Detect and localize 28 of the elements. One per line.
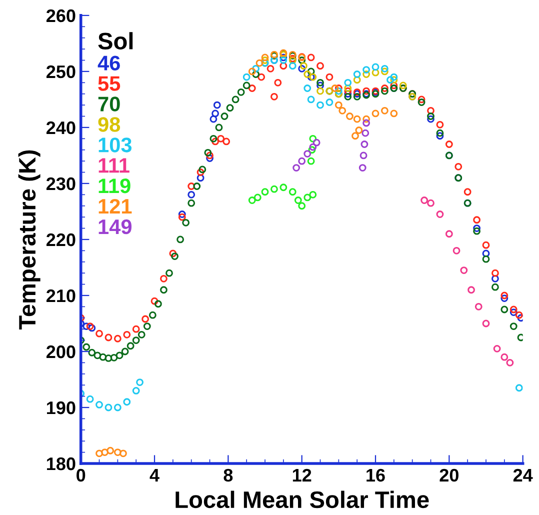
- text: 46: [98, 56, 120, 70]
- y-tick-label: 250: [46, 65, 76, 78]
- y-tick-label: 180: [47, 457, 76, 470]
- x-tick-label: 4: [150, 469, 160, 482]
- text: 149: [98, 219, 132, 234]
- y-tick-label: 260: [46, 9, 76, 22]
- text: 119: [98, 178, 130, 194]
- text: 98: [98, 117, 120, 132]
- x-tick-label: 12: [292, 468, 312, 482]
- x-tick-label: 0: [76, 468, 86, 482]
- text: 55: [98, 76, 120, 91]
- text: 70: [98, 96, 120, 112]
- y-tick-label: 200: [46, 345, 76, 358]
- y-tick-label: 210: [46, 289, 76, 302]
- x-tick-label: 20: [440, 468, 458, 482]
- x-axis-title: Local Mean Solar Time: [176, 490, 429, 508]
- text: 121: [98, 198, 132, 214]
- x-tick-label: 24: [513, 468, 533, 482]
- y-tick-label: 240: [46, 121, 76, 134]
- y-axis-title: Temperature (K): [18, 150, 40, 330]
- y-tick-label: 230: [46, 177, 76, 190]
- y-tick-label: 190: [47, 401, 76, 414]
- text: 103: [98, 138, 132, 152]
- x-tick-label: 8: [224, 468, 233, 482]
- legend-title: Sol: [98, 32, 133, 50]
- text: 111: [98, 158, 130, 173]
- y-tick-label: 220: [46, 233, 76, 246]
- x-tick-label: 16: [366, 468, 385, 482]
